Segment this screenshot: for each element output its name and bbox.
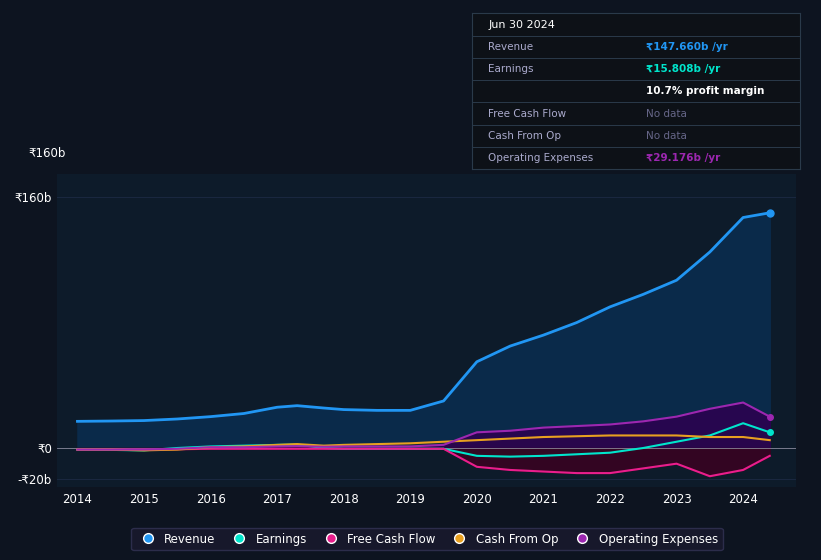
Text: ₹147.660b /yr: ₹147.660b /yr xyxy=(646,42,728,52)
Text: Cash From Op: Cash From Op xyxy=(488,131,562,141)
Text: Free Cash Flow: Free Cash Flow xyxy=(488,109,566,119)
Text: Operating Expenses: Operating Expenses xyxy=(488,153,594,163)
Text: Earnings: Earnings xyxy=(488,64,534,74)
Text: Jun 30 2024: Jun 30 2024 xyxy=(488,20,555,30)
Legend: Revenue, Earnings, Free Cash Flow, Cash From Op, Operating Expenses: Revenue, Earnings, Free Cash Flow, Cash … xyxy=(131,528,722,550)
Text: 10.7% profit margin: 10.7% profit margin xyxy=(646,86,764,96)
Text: ₹15.808b /yr: ₹15.808b /yr xyxy=(646,64,720,74)
Text: ₹160b: ₹160b xyxy=(29,147,67,160)
Text: No data: No data xyxy=(646,109,687,119)
Text: ₹29.176b /yr: ₹29.176b /yr xyxy=(646,153,720,163)
Text: Revenue: Revenue xyxy=(488,42,534,52)
Text: No data: No data xyxy=(646,131,687,141)
